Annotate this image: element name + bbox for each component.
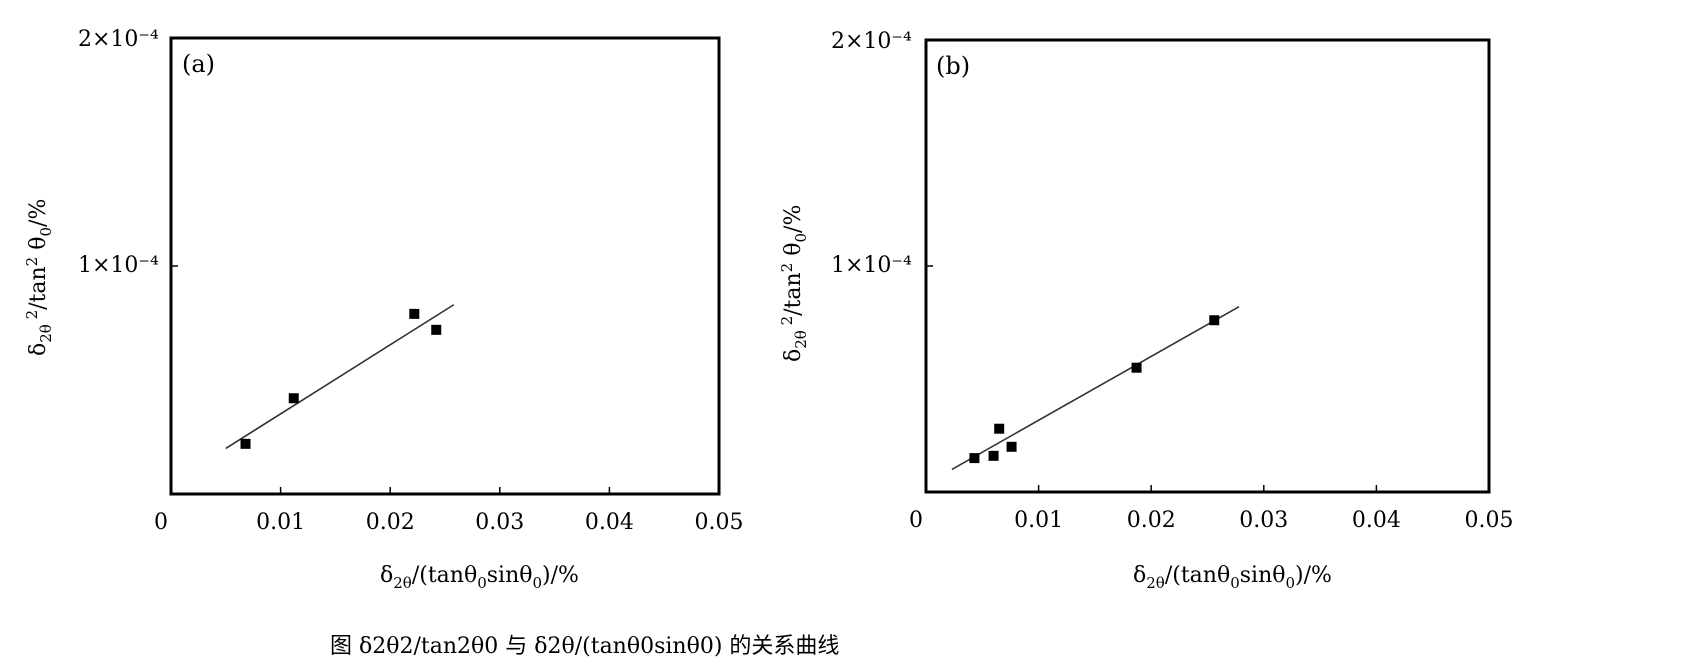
panel-b-data-point [1006, 441, 1017, 452]
panel-b-data-point [1209, 315, 1220, 326]
panel-b-fit-line [951, 305, 1240, 471]
panel-a-label: (a) [182, 50, 215, 78]
panel-a-data-point [409, 308, 420, 319]
panel-b-y-tick-label-mid: 1×10⁻⁴ [831, 253, 912, 278]
panel-a-x-tick-label: 0.02 [366, 510, 415, 535]
panel-a-x-tick-label: 0.05 [695, 510, 744, 535]
panel-b-x-tick-label: 0 [909, 508, 923, 533]
panel-b-data-point [969, 453, 980, 464]
panel-b-x-tick-label: 0.04 [1352, 508, 1401, 533]
panel-b-data-points [969, 315, 1220, 464]
panel-a-plot-frame [169, 36, 721, 496]
panel-a-x-tick-label: 0.03 [475, 510, 524, 535]
panel-a-x-tick-label: 0.04 [585, 510, 634, 535]
panel-a-x-axis-label: δ2θ/(tanθ0sinθ0)/% [380, 563, 579, 592]
panel-b-fit-line-group [951, 305, 1240, 471]
panel-b-x-ticks: 0 0.01 0.02 0.03 0.04 0.05 [909, 485, 1513, 533]
panel-a-data-points [240, 308, 442, 449]
figure: 2×10⁻⁴ 1×10⁻⁴ (a) 0 0.01 0.02 0.03 0.04 0.05 … [23, 27, 1513, 592]
panel-b: 2×10⁻⁴ 1×10⁻⁴ (b) 0 0.01 0.02 0.03 0.04 0.05 … [778, 29, 1513, 592]
panel-a-data-point [431, 324, 442, 335]
panel-a-fit-line-group [225, 304, 455, 450]
panel-b-x-tick-label: 0.03 [1239, 508, 1288, 533]
panel-b-x-tick-label: 0.01 [1014, 508, 1063, 533]
panel-a-x-tick-label: 0 [154, 510, 168, 535]
panel-a-y-axis-label: δ2θ 2/tan2 θ0/% [23, 199, 55, 356]
panel-b-plot-frame [924, 38, 1491, 494]
panel-a-y-tick-label-mid: 1×10⁻⁴ [78, 253, 159, 278]
panel-b-x-tick-label: 0.05 [1465, 508, 1514, 533]
panel-a-data-point [240, 438, 251, 449]
panel-b-data-point [988, 450, 999, 461]
panel-b-x-axis-label: δ2θ/(tanθ0sinθ0)/% [1133, 563, 1332, 592]
panel-b-data-point [1131, 362, 1142, 373]
panel-b-data-point [994, 423, 1005, 434]
panel-b-y-tick-label-max: 2×10⁻⁴ [831, 29, 912, 54]
panel-b-x-tick-label: 0.02 [1127, 508, 1176, 533]
panel-a-x-tick-label: 0.01 [256, 510, 305, 535]
panel-a: 2×10⁻⁴ 1×10⁻⁴ (a) 0 0.01 0.02 0.03 0.04 0.05 … [23, 27, 743, 592]
panel-a-y-tick-label-max: 2×10⁻⁴ [78, 27, 159, 52]
panel-a-data-point [288, 393, 299, 404]
panel-b-label: (b) [936, 52, 970, 80]
panel-a-fit-line [225, 304, 455, 450]
panel-b-y-axis-label: δ2θ 2/tan2 θ0/% [778, 205, 810, 362]
panel-a-x-ticks: 0 0.01 0.02 0.03 0.04 0.05 [154, 487, 743, 535]
figure-caption: 图 δ2θ2/tan2θ0 与 δ2θ/(tanθ0sinθ0) 的关系曲线 [330, 634, 840, 659]
